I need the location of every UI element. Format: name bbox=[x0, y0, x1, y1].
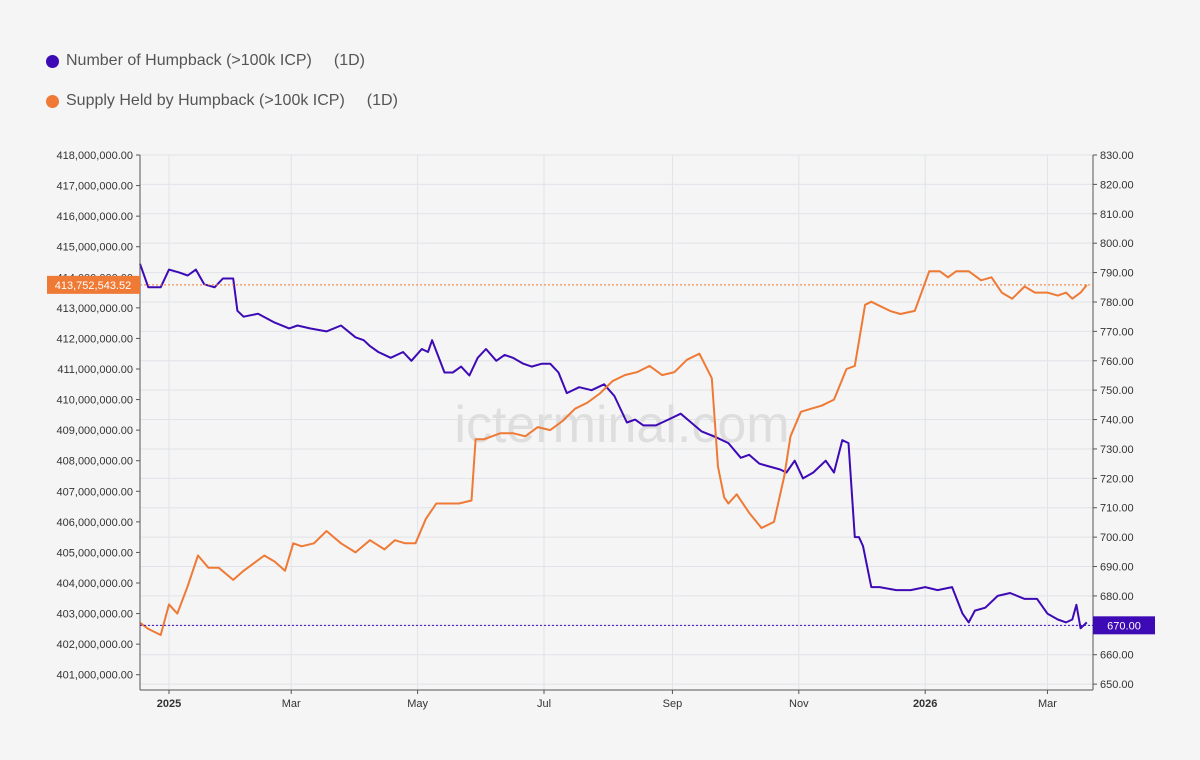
x-tick-label: Jul bbox=[537, 698, 551, 710]
left-tick-label: 410,000,000.00 bbox=[57, 395, 133, 407]
current-value-markers: 413,752,543.52 670.00 bbox=[47, 275, 1155, 635]
x-tick-label: Nov bbox=[789, 698, 809, 710]
left-tick-label: 416,000,000.00 bbox=[57, 211, 133, 223]
left-tick-label: 401,000,000.00 bbox=[57, 670, 133, 682]
x-tick-label: Mar bbox=[1038, 698, 1057, 710]
legend-item-humpback-count[interactable]: Number of Humpback (>100k ICP) (1D) bbox=[46, 50, 398, 72]
right-tick-label: 750.00 bbox=[1100, 385, 1134, 397]
left-tick-label: 407,000,000.00 bbox=[57, 486, 133, 498]
right-tick-label: 730.00 bbox=[1100, 444, 1134, 456]
count-current-value-label: 670.00 bbox=[1107, 620, 1141, 632]
right-tick-label: 680.00 bbox=[1100, 591, 1134, 603]
left-tick-label: 409,000,000.00 bbox=[57, 425, 133, 437]
left-tick-label: 413,000,000.00 bbox=[57, 303, 133, 315]
right-tick-label: 740.00 bbox=[1100, 415, 1134, 427]
left-tick-label: 404,000,000.00 bbox=[57, 578, 133, 590]
left-tick-label: 417,000,000.00 bbox=[57, 181, 133, 193]
right-tick-label: 660.00 bbox=[1100, 650, 1134, 662]
series-color-dot bbox=[46, 94, 59, 108]
legend-label: Number of Humpback (>100k ICP) bbox=[66, 52, 312, 69]
left-tick-label: 408,000,000.00 bbox=[57, 456, 133, 468]
left-tick-label: 403,000,000.00 bbox=[57, 609, 133, 621]
left-tick-label: 402,000,000.00 bbox=[57, 639, 133, 651]
right-tick-label: 820.00 bbox=[1100, 179, 1134, 191]
right-tick-label: 800.00 bbox=[1100, 238, 1134, 250]
right-tick-label: 690.00 bbox=[1100, 562, 1134, 574]
watermark: icterminal.com bbox=[454, 396, 789, 454]
legend-timeframe: (1D) bbox=[333, 52, 365, 69]
left-tick-label: 412,000,000.00 bbox=[57, 333, 133, 345]
right-tick-label: 760.00 bbox=[1100, 356, 1134, 368]
right-tick-label: 830.00 bbox=[1100, 150, 1134, 162]
axes: 401,000,000.00 402,000,000.00 403,000,000.… bbox=[57, 150, 1134, 710]
right-tick-label: 770.00 bbox=[1100, 326, 1134, 338]
right-tick-label: 810.00 bbox=[1100, 209, 1134, 221]
plot-background bbox=[140, 155, 1093, 690]
legend-label: Supply Held by Humpback (>100k ICP) bbox=[66, 92, 345, 109]
x-tick-label: 2026 bbox=[913, 698, 937, 710]
count-current-value-badge bbox=[1093, 616, 1155, 635]
left-tick-label: 415,000,000.00 bbox=[57, 242, 133, 254]
chart-legend: Number of Humpback (>100k ICP) (1D) Supp… bbox=[46, 50, 398, 130]
right-tick-label: 700.00 bbox=[1100, 532, 1134, 544]
grid bbox=[140, 154, 1093, 690]
left-tick-label: 406,000,000.00 bbox=[57, 517, 133, 529]
left-tick-label: 411,000,000.00 bbox=[57, 364, 133, 376]
x-tick-label: Sep bbox=[663, 698, 683, 710]
right-tick-label: 710.00 bbox=[1100, 503, 1134, 515]
left-tick-label: 405,000,000.00 bbox=[57, 547, 133, 559]
left-tick-label: 418,000,000.00 bbox=[57, 150, 133, 162]
right-tick-label: 790.00 bbox=[1100, 268, 1134, 280]
right-tick-label: 650.00 bbox=[1100, 679, 1134, 691]
x-tick-label: May bbox=[407, 698, 428, 710]
series-line-humpback-supply bbox=[139, 270, 1088, 636]
right-tick-label: 720.00 bbox=[1100, 473, 1134, 485]
supply-current-value-label: 413,752,543.52 bbox=[55, 280, 131, 292]
series-line-humpback-count bbox=[139, 263, 1088, 630]
x-tick-label: 2025 bbox=[157, 698, 181, 710]
legend-timeframe: (1D) bbox=[366, 92, 398, 109]
series-color-dot bbox=[46, 54, 59, 68]
supply-current-value-badge bbox=[47, 275, 140, 294]
right-tick-label: 780.00 bbox=[1100, 297, 1134, 309]
series-lines bbox=[139, 263, 1088, 636]
x-tick-label: Mar bbox=[282, 698, 301, 710]
legend-item-humpback-supply[interactable]: Supply Held by Humpback (>100k ICP) (1D) bbox=[46, 90, 398, 112]
